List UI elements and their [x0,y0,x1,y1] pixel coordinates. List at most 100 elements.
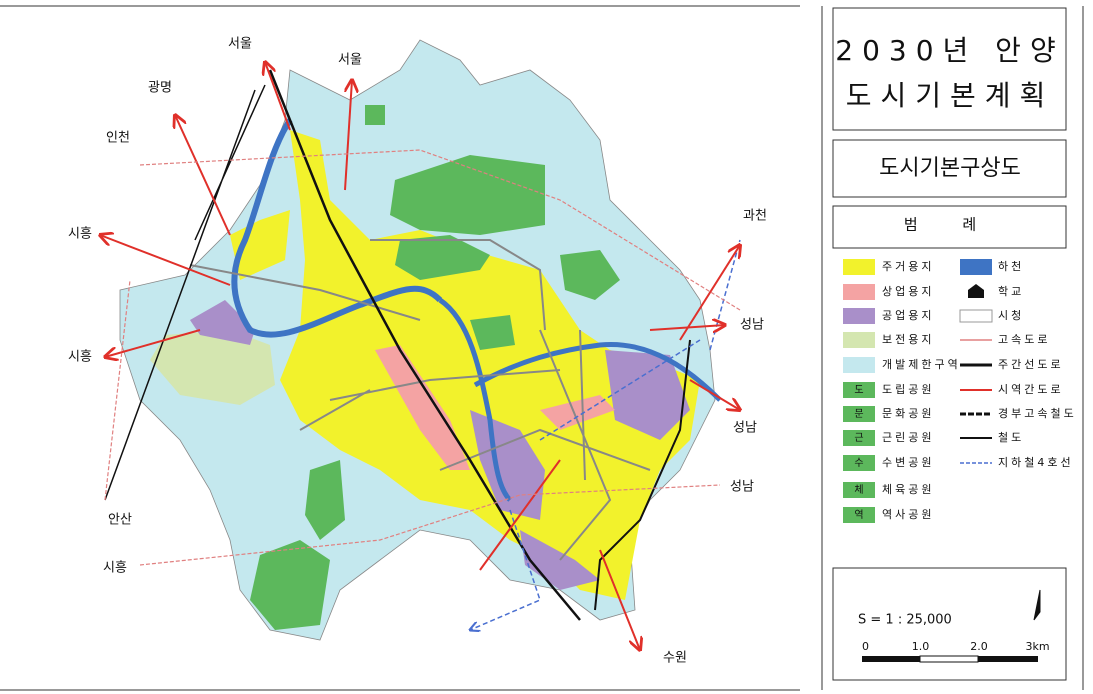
commercial [540,395,615,430]
road [189,239,651,561]
river [438,297,722,502]
conservation [150,330,275,405]
legend-item: 고속도로 [960,333,1050,346]
legend-swatch [843,308,875,324]
scale-bar-black [978,656,1038,662]
road-arrow [105,329,201,357]
scale-tick-label: 3km [1025,640,1049,653]
scale-box [832,567,1067,681]
legend-label: 상업용지 [882,285,934,298]
legend-swatch [843,482,875,498]
park [470,315,515,350]
place-label: 광명 [148,81,172,96]
place-label: 수원 [663,651,687,666]
railway [594,339,691,611]
legend-swatch [959,309,993,323]
legend-label: 경부고속철도 [998,407,1077,420]
legend-swatch [968,284,984,298]
scale-bar-black [862,656,920,662]
scale-bar: 0 1.0 2.0 3km [862,640,1050,663]
legend-icon: 역 [854,509,863,521]
legend-item: 시청 [959,309,1024,323]
scale-text: S = 1 : 25,000 [858,613,952,628]
legend-label: 고속도로 [998,333,1050,346]
legend-icon: 근 [854,433,863,444]
title-box [832,7,1067,131]
legend-label: 주간선도로 [998,358,1064,371]
legend-label: 보전용지 [882,333,934,346]
legend-swatch [843,332,875,348]
place-label: 성남 [733,421,757,436]
legend-swatch [843,507,875,523]
legend-icon: 체 [854,484,863,496]
place-label: 서울 [228,37,252,52]
legend-swatch [843,430,875,446]
industrial [190,300,255,345]
north-arrow [1033,589,1041,621]
legend-label: 시청 [998,309,1024,322]
legend-item: 주간선도로 [960,358,1064,371]
park [305,460,345,540]
road-arrow [679,245,740,341]
park [250,540,330,630]
legend-title-box [832,205,1067,249]
residential [280,130,700,600]
railway [104,84,266,501]
commercial [375,345,470,470]
scale-bar-white [919,655,979,663]
legend-swatch [843,357,875,373]
road-arrow [649,325,725,330]
residential [230,210,290,280]
legend-swatch [843,284,875,300]
map [100,39,741,650]
road-arrow [100,235,231,286]
road-arrow [689,379,740,410]
industrial [605,350,690,440]
park [365,105,385,125]
title: 도시기본계획 [846,79,1055,112]
legend-label: 문화공원 [882,407,934,420]
place-label: 안산 [108,513,132,528]
legend-label: 시역간도로 [998,383,1064,396]
road-arrow [479,459,640,650]
legend-label: 수변공원 [882,456,934,469]
legend-label: 하천 [998,259,1024,273]
scale-tick-label: 1.0 [912,640,930,653]
legend-swatch [843,406,875,422]
river [231,118,443,338]
subtitle-box [832,139,1067,198]
legend-icon: 문 [854,408,863,420]
road-arrow [265,62,291,131]
road-arrow [175,115,231,236]
place-label: 성남 [740,318,764,333]
road-arrow [344,80,352,191]
legend-icon: 수 [854,457,863,469]
legend-label: 근린공원 [882,431,934,444]
place-label: 성남 [730,480,754,495]
legend-icon: 도 [854,385,863,396]
legend-item: 철도 [960,431,1021,444]
park [395,235,490,280]
legend-label: 도립공원 [882,383,934,396]
railway [268,69,581,621]
legend-item: 경부고속철도 [960,407,1077,420]
legend-item: 학교 [968,284,1021,298]
legend-label: 체육공원 [882,483,934,496]
park [390,155,545,235]
legend-item: 하천 [960,259,1024,275]
place-label: 시흥 [103,561,127,576]
legend-label: 개발제한구역 [882,358,961,371]
legend-item: 지하철4호선 [960,455,1071,469]
park [560,250,620,300]
inter-city-road [104,149,741,566]
legend-swatch [843,382,875,398]
scale-tick-label: 0 [862,640,869,653]
legend-swatch [843,455,875,471]
scale-tick-label: 2.0 [970,640,988,653]
legend-label: 역사공원 [882,508,934,521]
legend-title: 범 례 [904,216,996,234]
legend-swatch [843,259,875,275]
